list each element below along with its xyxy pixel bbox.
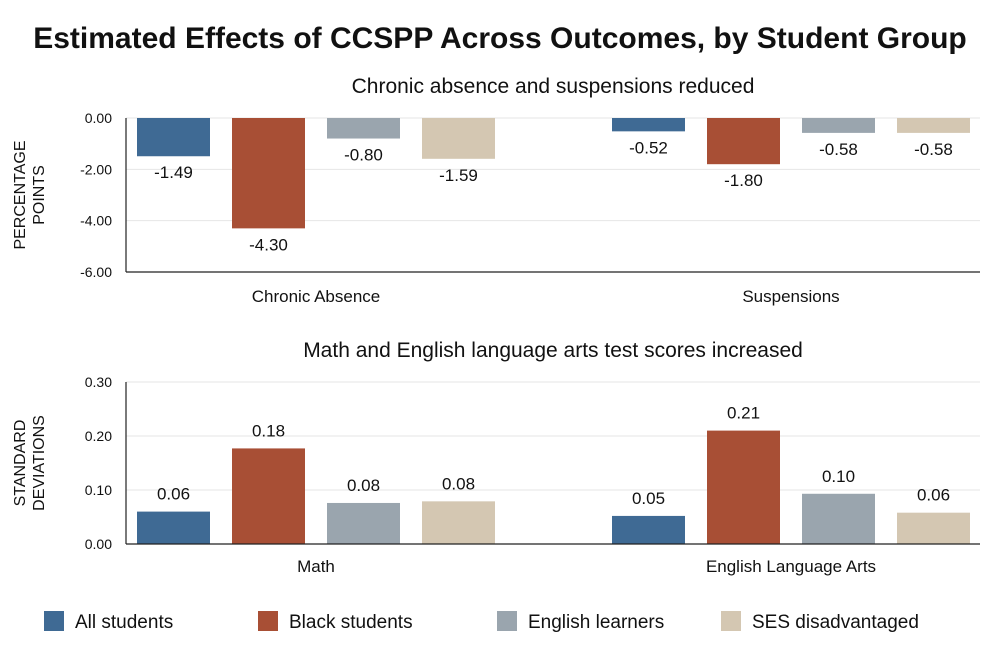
data-label: -1.80 <box>724 171 763 190</box>
panel-absence-suspensions: Chronic absence and suspensions reduced 0… <box>12 75 980 306</box>
legend-item-black-students: Black students <box>258 611 413 633</box>
legend-label: SES disadvantaged <box>752 612 919 633</box>
bar-black-students-english-language-arts <box>707 430 780 544</box>
data-label: -0.52 <box>629 138 668 157</box>
y-tick-label: -2.00 <box>80 161 112 177</box>
bar-ses-disadvantaged-english-language-arts <box>897 512 970 544</box>
data-label: 0.05 <box>632 489 665 508</box>
panel-test-scores: Math and English language arts test scor… <box>12 339 980 576</box>
category-label-chronic-absence: Chronic Absence <box>252 287 381 306</box>
legend-swatch <box>258 611 278 631</box>
chart-title: Estimated Effects of CCSPP Across Outcom… <box>33 22 967 55</box>
legend-label: Black students <box>289 612 413 633</box>
data-label: 0.10 <box>822 467 855 486</box>
y-tick-label: -6.00 <box>80 264 112 280</box>
data-label: 0.08 <box>347 476 380 495</box>
data-label: 0.18 <box>252 421 285 440</box>
bar-ses-disadvantaged-chronic-absence <box>422 118 495 159</box>
bar-all-students-chronic-absence <box>137 118 210 157</box>
legend-label: All students <box>75 612 173 633</box>
data-label: 0.21 <box>727 404 760 423</box>
data-label: 0.06 <box>917 486 950 505</box>
bar-ses-disadvantaged-suspensions <box>897 118 970 133</box>
legend-swatch <box>497 611 517 631</box>
category-label-suspensions: Suspensions <box>742 287 839 306</box>
panel-title: Chronic absence and suspensions reduced <box>352 75 755 98</box>
bar-english-learners-suspensions <box>802 118 875 133</box>
legend-item-ses-disadvantaged: SES disadvantaged <box>721 611 919 633</box>
bar-english-learners-english-language-arts <box>802 493 875 544</box>
data-label: -0.58 <box>914 140 953 159</box>
bar-black-students-suspensions <box>707 118 780 165</box>
data-label: -1.49 <box>154 163 193 182</box>
bar-english-learners-math <box>327 502 400 544</box>
legend-item-all-students: All students <box>44 611 173 633</box>
legend-label: English learners <box>528 612 664 633</box>
data-label: -0.58 <box>819 140 858 159</box>
bar-black-students-math <box>232 448 305 544</box>
y-axis-label-line: STANDARD <box>12 420 29 507</box>
bar-all-students-suspensions <box>612 118 685 132</box>
legend-item-english-learners: English learners <box>497 611 664 633</box>
bar-english-learners-chronic-absence <box>327 118 400 139</box>
y-axis-label-line: POINTS <box>31 165 48 225</box>
legend-swatch <box>721 611 741 631</box>
y-tick-label: 0.30 <box>85 374 112 390</box>
y-tick-label: -4.00 <box>80 213 112 229</box>
data-label: 0.06 <box>157 485 190 504</box>
y-axis-label-line: PERCENTAGE <box>12 140 29 249</box>
bar-black-students-chronic-absence <box>232 118 305 229</box>
legend: All students Black students English learne… <box>44 611 919 633</box>
data-label: 0.08 <box>442 474 475 493</box>
data-label: -0.80 <box>344 146 383 165</box>
y-axis-label: STANDARD DEVIATIONS <box>12 415 48 511</box>
y-axis-label-line: DEVIATIONS <box>31 415 48 511</box>
y-tick-label: 0.00 <box>85 536 112 552</box>
bar-ses-disadvantaged-math <box>422 501 495 544</box>
y-tick-label: 0.20 <box>85 428 112 444</box>
data-label: -4.30 <box>249 235 288 254</box>
bar-all-students-english-language-arts <box>612 515 685 544</box>
y-tick-label: 0.00 <box>85 110 112 126</box>
category-label-math: Math <box>297 557 335 576</box>
bar-all-students-math <box>137 511 210 544</box>
data-label: -1.59 <box>439 166 478 185</box>
panel-title: Math and English language arts test scor… <box>303 339 803 362</box>
category-label-english-language-arts: English Language Arts <box>706 557 876 576</box>
y-tick-label: 0.10 <box>85 482 112 498</box>
y-axis-label: PERCENTAGE POINTS <box>12 140 48 249</box>
legend-swatch <box>44 611 64 631</box>
